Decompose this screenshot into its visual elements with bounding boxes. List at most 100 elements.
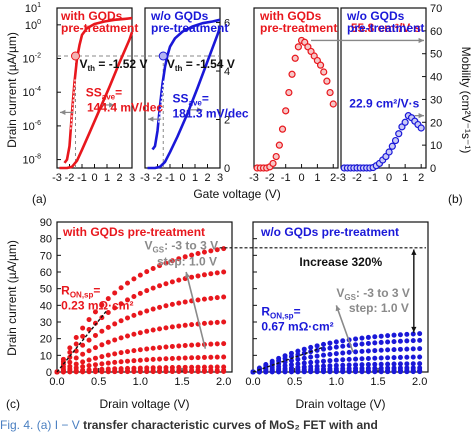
panel-c-red-curve-6-point-20	[182, 299, 188, 305]
panel-c-red-curve-5-point-26	[221, 319, 227, 325]
panel-a-xtick-right-label-3: 0	[179, 172, 185, 184]
panel-c-blue-curve-8-point-7	[295, 348, 301, 354]
panel-c-xtick-right-label-3: 1.5	[370, 376, 385, 388]
panel-c-blue-curve-5-point-11	[321, 358, 327, 364]
panel-b-xtick-right-label-4: 1	[402, 172, 408, 184]
panel-b-red-point-23	[326, 88, 334, 97]
panel-b-red-point-24	[329, 100, 337, 108]
panel-c-blue-curve-4-point-13	[333, 362, 339, 368]
panel-c-blue-curve-8-point-22	[391, 332, 397, 338]
panel-a-xtick-right-label-1: -2	[153, 172, 163, 184]
panel-c-blue-curve-7-point-19	[372, 340, 378, 346]
panel-c-red-curve-2-point-11	[125, 365, 131, 371]
panel-c-left-vgs-arrow-head	[184, 272, 191, 278]
panel-b-red-point-10	[285, 88, 293, 97]
panel-c-red-curve-2-point-24	[208, 364, 214, 370]
panel-b-red-point-7	[275, 141, 283, 149]
panel-c-red-curve-3-point-12	[131, 358, 137, 364]
panel-a-red-vth-label: Vth = -1.52 V	[80, 57, 148, 73]
panel-c-red-curve-3-point-18	[169, 355, 175, 361]
panel-c-red-curve-8-point-5	[86, 317, 92, 323]
panel-c-red-ron-label: RON,sp=	[61, 284, 100, 300]
panel-c-blue-curve-5-point-15	[346, 356, 352, 362]
panel-c-blue-curve-6-point-17	[359, 348, 365, 354]
panel-c-red-curve-5-point-19	[176, 323, 182, 329]
panel-a-blue-linear-curve	[147, 26, 222, 170]
panel-a-ytick-label-2: 10-2	[23, 53, 42, 66]
panel-c-blue-curve-5-point-22	[391, 355, 397, 361]
panel-a-red-lin-arrow-head	[109, 102, 115, 108]
panel-c-red-curve-5-point-12	[131, 331, 137, 337]
panel-c-blue-curve-8-point-2	[263, 361, 269, 367]
panel-c-right-vgs-arrow	[335, 305, 354, 353]
panel-b-red-point-12	[291, 54, 299, 62]
panel-c-red-curve-7-point-18	[169, 279, 175, 285]
panel-c-blue-curve-5-point-10	[314, 359, 320, 365]
panel-c-blue-curve-8-point-18	[365, 334, 371, 340]
panel-b-xtick-right-label-5: 2	[418, 172, 424, 184]
panel-c-right-vgs-label: VGS: -3 to 3 V	[336, 286, 410, 302]
panel-b-xtick-right-label-2: -1	[368, 172, 378, 184]
panel-c-red-curve-2-point-18	[169, 364, 175, 370]
panel-c-blue-curve-5-point-16	[353, 356, 359, 362]
panel-c-red-curve-5-point-11	[125, 333, 131, 339]
panel-c-red-curve-6-point-10	[118, 318, 124, 324]
panel-c-red-curve-6-point-22	[195, 297, 201, 303]
panel-a-xtick-left-label-3: 0	[91, 172, 97, 184]
panel-c-red-curve-2-point-21	[189, 364, 195, 370]
panel-c-xtick-left-label-2: 1.0	[133, 376, 148, 388]
panel-c-red-curve-3-point-22	[195, 355, 201, 361]
panel-c-blue-curve-4-point-23	[397, 361, 403, 367]
panel-c-red-curve-2-point-10	[118, 366, 124, 372]
panel-c-red-curve-3-point-7	[99, 361, 105, 367]
panel-c-ytick-label-1: 10	[40, 350, 52, 362]
panel-c-blue-curve-8-point-8	[301, 346, 307, 352]
panel-a-red-ss-value: 144.4 mV/dec	[87, 101, 163, 115]
panel-c-blue-curve-6-point-26	[417, 346, 423, 352]
panel-c-red-curve-3-point-11	[125, 358, 131, 364]
panel-a-red-vth-ring	[71, 51, 80, 61]
panel-b-red-point-20	[316, 61, 325, 69]
panel-b-red-peak-arrow-head	[418, 37, 424, 44]
panel-c-blue-curve-5-point-18	[365, 355, 371, 361]
panel-c-red-curve-3-point-25	[214, 354, 220, 360]
panel-c-left-step-label: step: 1.0 V	[157, 254, 217, 268]
panel-c-red-curve-5-point-23	[201, 320, 207, 326]
panel-c-red-curve-5-point-14	[144, 328, 150, 334]
panel-c-red-curve-6-point-9	[112, 321, 118, 327]
panel-c-blue-curve-7-point-24	[404, 338, 410, 344]
panel-c-red-curve-8-point-14	[144, 269, 150, 275]
panel-c-blue-curve-6-point-18	[365, 348, 371, 354]
panel-c-right-step-label: step: 1.0 V	[349, 301, 409, 315]
panel-c-red-curve-5-point-6	[92, 345, 98, 351]
panel-c-blue-curve-8-point-16	[353, 336, 359, 342]
panel-c-red-curve-3-point-19	[176, 355, 182, 361]
panel-c-red-curve-5-point-24	[208, 320, 214, 326]
panel-c-red-curve-5-point-4	[80, 351, 86, 357]
panel-c-red-curve-4-point-18	[169, 343, 175, 349]
panel-c-blue-curve-4-point-24	[404, 361, 410, 367]
panel-c-red-curve-4-point-19	[176, 343, 182, 349]
panel-c-red-curve-3-point-26	[221, 354, 227, 360]
panel-c-blue-curve-6-point-21	[385, 347, 391, 353]
panel-b-ytick-label-4: 40	[430, 72, 442, 84]
panel-c-red-curve-8-point-26	[221, 246, 227, 252]
panel-b-ytick-label-7: 70	[430, 3, 442, 15]
panel-c-red-curve-7-point-22	[195, 273, 201, 279]
panel-a-blue-series-label-2: pre-treatment	[151, 21, 228, 35]
panel-b-label: (b)	[448, 192, 463, 206]
panel-c-red-curve-2-point-9	[112, 366, 118, 372]
panel-c-blue-curve-3-point-25	[410, 365, 416, 371]
panel-c-label: (c)	[6, 397, 20, 411]
panel-a-blue-ss-value: 181.3 mV/dec	[173, 106, 249, 120]
panel-c-red-curve-7-point-4	[80, 333, 86, 339]
panel-c-red-ron-value: 0.23 mΩ·cm²	[61, 299, 133, 313]
panel-c-red-curve-3-point-20	[182, 355, 188, 361]
panel-c-red-curve-8-point-19	[176, 256, 182, 262]
panel-c-blue-curve-5-point-13	[333, 357, 339, 363]
panel-a-y2tick-label-0: 0	[224, 163, 230, 175]
panel-c-red-curve-7-point-25	[214, 270, 220, 276]
panel-c-xtick-right-label-1: 0.5	[287, 376, 302, 388]
panel-b-ytick-label-2: 20	[430, 117, 442, 129]
panel-c-red-curve-8-point-21	[189, 252, 195, 258]
